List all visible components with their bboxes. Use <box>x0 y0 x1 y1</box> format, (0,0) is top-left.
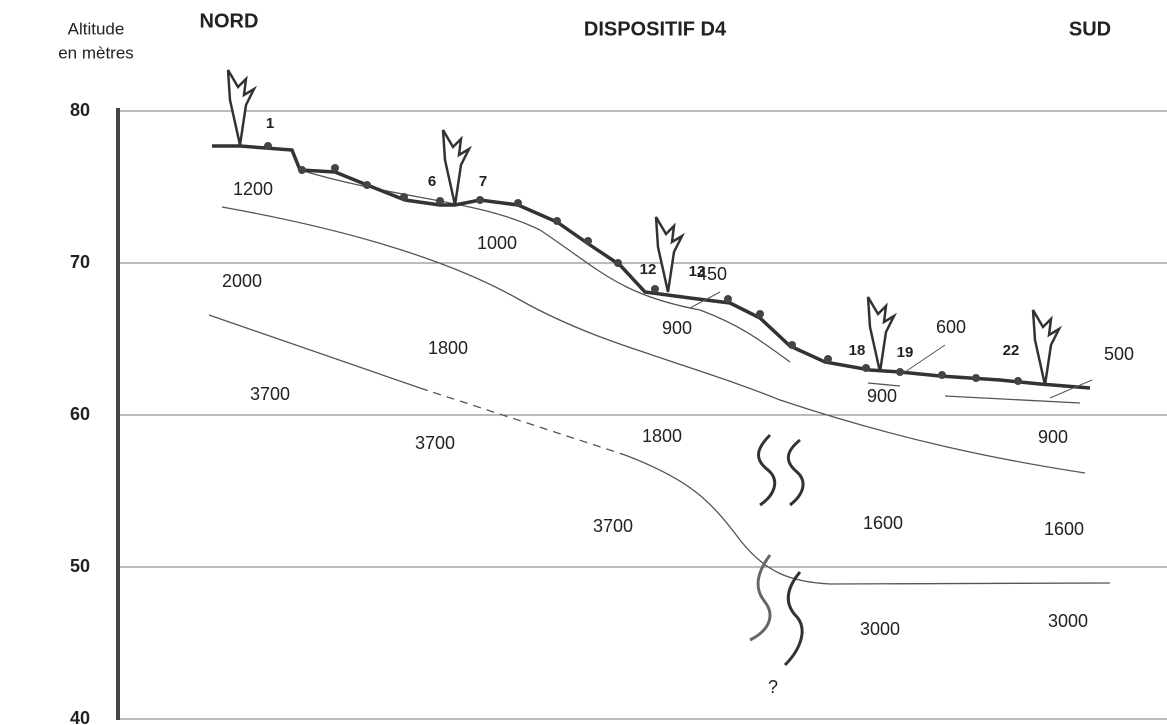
resistivity-label: 2000 <box>222 271 262 291</box>
resistivity-label: 3700 <box>593 516 633 536</box>
interface <box>209 315 420 388</box>
electrode-arrow <box>228 70 254 145</box>
resistivity-label: 600 <box>936 317 966 337</box>
arrows <box>228 70 1059 385</box>
y-tick-label: 70 <box>70 252 90 272</box>
resistivity-label: 900 <box>1038 427 1068 447</box>
resistivity-label: 900 <box>662 318 692 338</box>
y-tick-label: 80 <box>70 100 90 120</box>
resistivity-label: 1800 <box>428 338 468 358</box>
resistivity-label: 3000 <box>860 619 900 639</box>
electrode-label: 13 <box>689 263 706 280</box>
electrode-label: 7 <box>479 173 487 190</box>
resistivity-label: 3700 <box>415 433 455 453</box>
electrode-arrow <box>868 297 894 372</box>
axis-title: Altitude <box>68 19 125 38</box>
electrode-label: 1 <box>266 115 274 132</box>
resistivity-label: 1600 <box>1044 519 1084 539</box>
axis-title: en mètres <box>58 43 134 62</box>
resistivity-label: 500 <box>1104 344 1134 364</box>
electrode-arrow <box>1033 310 1059 385</box>
resistivity-label: 1800 <box>642 426 682 446</box>
title: DISPOSITIF D4 <box>584 18 727 40</box>
grid <box>118 111 1167 719</box>
resistivity-label: 1600 <box>863 513 903 533</box>
electrode-label: 6 <box>428 173 436 190</box>
north-label: NORD <box>200 10 259 32</box>
electrode-label: 22 <box>1003 342 1020 359</box>
resistivity-label: 900 <box>867 386 897 406</box>
resistivity-label: 3700 <box>250 384 290 404</box>
y-tick-label: 60 <box>70 404 90 424</box>
y-tick-label: 40 <box>70 708 90 725</box>
electrode-label: 19 <box>897 344 914 361</box>
electrode-arrow <box>656 217 682 292</box>
y-tick-label: 50 <box>70 556 90 576</box>
resistivity-label: 3000 <box>1048 611 1088 631</box>
resistivity-label: 1000 <box>477 233 517 253</box>
electrode-arrow <box>443 130 469 205</box>
resistivity-label: 1200 <box>233 179 273 199</box>
unknown-mark: ? <box>768 677 778 697</box>
faults <box>750 435 803 665</box>
cross-section: Altitude en mètres NORD DISPOSITIF D4 SU… <box>0 0 1167 725</box>
electrode-label: 18 <box>849 342 866 359</box>
electrode-label: 12 <box>640 261 657 278</box>
south-label: SUD <box>1069 18 1111 40</box>
